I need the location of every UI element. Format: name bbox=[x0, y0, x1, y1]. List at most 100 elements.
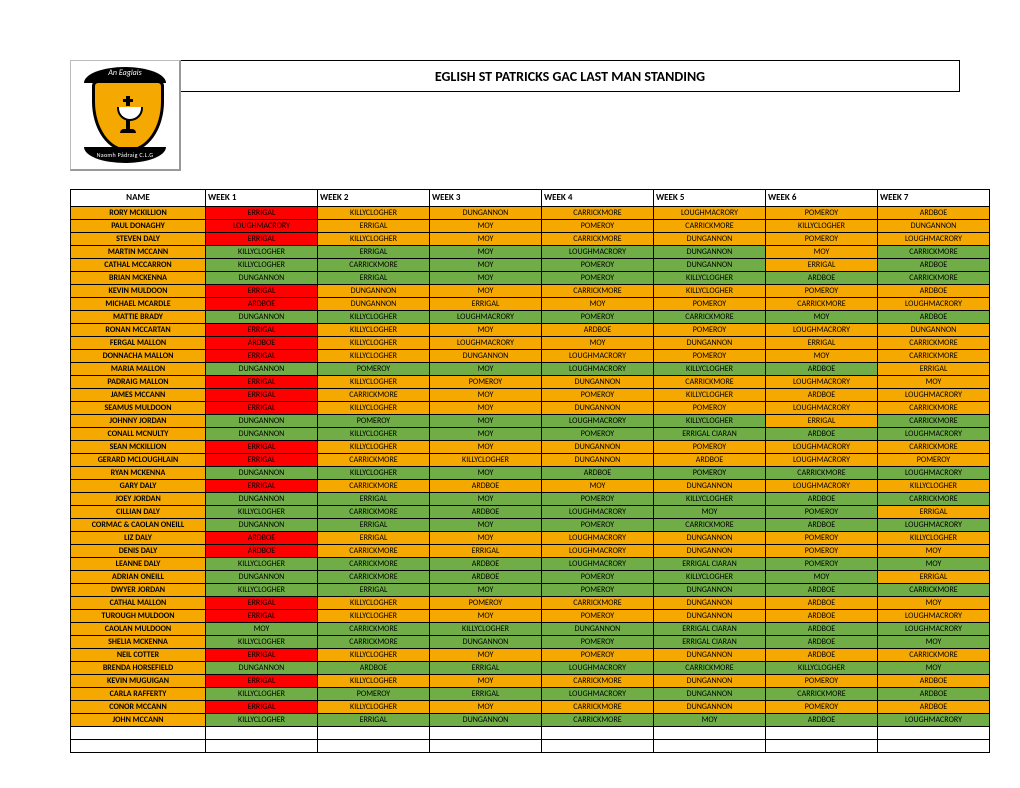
pick-cell: POMEROY bbox=[542, 584, 654, 597]
pick-cell: CARRICKMORE bbox=[654, 519, 766, 532]
pick-cell: CARRICKMORE bbox=[878, 493, 990, 506]
table-row-empty bbox=[71, 727, 990, 740]
pick-cell: MOY bbox=[654, 714, 766, 727]
table-row: DENIS DALYARDBOECARRICKMOREERRIGALLOUGHM… bbox=[71, 545, 990, 558]
player-name: PADRAIG MALLON bbox=[71, 376, 206, 389]
pick-cell: ARDBOE bbox=[766, 623, 878, 636]
pick-cell: POMEROY bbox=[654, 324, 766, 337]
pick-cell: KILLYCLOGHER bbox=[318, 701, 430, 714]
pick-cell: ERRIGAL bbox=[206, 376, 318, 389]
pick-cell: ERRIGAL CIARAN bbox=[654, 623, 766, 636]
table-row: CARLA RAFFERTYKILLYCLOGHERPOMEROYERRIGAL… bbox=[71, 688, 990, 701]
player-name: PAUL DONAGHY bbox=[71, 220, 206, 233]
pick-cell: CARRICKMORE bbox=[542, 675, 654, 688]
pick-cell: ARDBOE bbox=[878, 207, 990, 220]
pick-cell: CARRICKMORE bbox=[542, 714, 654, 727]
pick-cell: KILLYCLOGHER bbox=[318, 597, 430, 610]
pick-cell: KILLYCLOGHER bbox=[318, 233, 430, 246]
pick-cell: CARRICKMORE bbox=[318, 545, 430, 558]
pick-cell: CARRICKMORE bbox=[654, 662, 766, 675]
pick-cell: MOY bbox=[430, 324, 542, 337]
player-name: STEVEN DALY bbox=[71, 233, 206, 246]
club-crest: An Eaglais Naomh Pádraig C.L.G bbox=[70, 60, 181, 171]
pick-cell: MOY bbox=[878, 558, 990, 571]
pick-cell: POMEROY bbox=[766, 506, 878, 519]
pick-cell: CARRICKMORE bbox=[766, 688, 878, 701]
pick-cell: KILLYCLOGHER bbox=[318, 311, 430, 324]
table-row: JOEY JORDANDUNGANNONERRIGALMOYPOMEROYKIL… bbox=[71, 493, 990, 506]
pick-cell: POMEROY bbox=[430, 597, 542, 610]
pick-cell: KILLYCLOGHER bbox=[318, 324, 430, 337]
pick-cell: POMEROY bbox=[542, 272, 654, 285]
table-row: SEAMUS MULDOONERRIGALKILLYCLOGHERMOYDUNG… bbox=[71, 402, 990, 415]
pick-cell: MOY bbox=[430, 701, 542, 714]
pick-cell: ERRIGAL bbox=[206, 389, 318, 402]
player-name: MARIA MALLON bbox=[71, 363, 206, 376]
pick-cell: ARDBOE bbox=[766, 597, 878, 610]
pick-cell: ERRIGAL bbox=[766, 415, 878, 428]
table-row: DONNACHA MALLONERRIGALKILLYCLOGHERDUNGAN… bbox=[71, 350, 990, 363]
table-row: CAOLAN MULDOONMOYCARRICKMOREKILLYCLOGHER… bbox=[71, 623, 990, 636]
col-name: NAME bbox=[71, 190, 206, 207]
pick-cell: POMEROY bbox=[766, 532, 878, 545]
table-header-row: NAMEWEEK 1WEEK 2WEEK 3WEEK 4WEEK 5WEEK 6… bbox=[71, 190, 990, 207]
pick-cell: CARRICKMORE bbox=[878, 415, 990, 428]
player-name: DONNACHA MALLON bbox=[71, 350, 206, 363]
pick-cell: ARDBOE bbox=[206, 532, 318, 545]
pick-cell: MOY bbox=[430, 415, 542, 428]
pick-cell: ERRIGAL bbox=[206, 402, 318, 415]
pick-cell: LOUGHMACRORY bbox=[542, 415, 654, 428]
pick-cell: LOUGHMACRORY bbox=[654, 207, 766, 220]
pick-cell: POMEROY bbox=[542, 571, 654, 584]
pick-cell: ERRIGAL bbox=[206, 610, 318, 623]
pick-cell: CARRICKMORE bbox=[318, 506, 430, 519]
pick-cell: POMEROY bbox=[654, 467, 766, 480]
pick-cell: LOUGHMACRORY bbox=[542, 545, 654, 558]
pick-cell: CARRICKMORE bbox=[878, 350, 990, 363]
pick-cell: POMEROY bbox=[542, 259, 654, 272]
pick-cell: DUNGANNON bbox=[654, 259, 766, 272]
table-row: JOHNNY JORDANDUNGANNONPOMEROYMOYLOUGHMAC… bbox=[71, 415, 990, 428]
pick-cell: LOUGHMACRORY bbox=[878, 467, 990, 480]
pick-cell: POMEROY bbox=[542, 428, 654, 441]
pick-cell: ERRIGAL bbox=[430, 662, 542, 675]
table-row: FERGAL MALLONARDBOEKILLYCLOGHERLOUGHMACR… bbox=[71, 337, 990, 350]
player-name: GERARD MCLOUGHLAIN bbox=[71, 454, 206, 467]
pick-cell: LOUGHMACRORY bbox=[542, 662, 654, 675]
pick-cell: MOY bbox=[430, 389, 542, 402]
pick-cell: MOY bbox=[430, 363, 542, 376]
pick-cell: LOUGHMACRORY bbox=[878, 298, 990, 311]
pick-cell: ERRIGAL bbox=[206, 233, 318, 246]
pick-cell: ERRIGAL bbox=[206, 350, 318, 363]
pick-cell: DUNGANNON bbox=[318, 285, 430, 298]
pick-cell: DUNGANNON bbox=[430, 636, 542, 649]
table-row: ADRIAN ONEILLDUNGANNONCARRICKMOREARDBOEP… bbox=[71, 571, 990, 584]
pick-cell: CARRICKMORE bbox=[878, 402, 990, 415]
pick-cell: KILLYCLOGHER bbox=[654, 363, 766, 376]
table-row: TUROUGH MULDOONERRIGALKILLYCLOGHERMOYPOM… bbox=[71, 610, 990, 623]
table-row: MARIA MALLONDUNGANNONPOMEROYMOYLOUGHMACR… bbox=[71, 363, 990, 376]
player-name: JAMES MCCANN bbox=[71, 389, 206, 402]
player-name: MARTIN MCCANN bbox=[71, 246, 206, 259]
pick-cell: KILLYCLOGHER bbox=[654, 415, 766, 428]
player-name: RONAN MCCARTAN bbox=[71, 324, 206, 337]
pick-cell: CARRICKMORE bbox=[318, 623, 430, 636]
pick-cell: KILLYCLOGHER bbox=[766, 662, 878, 675]
pick-cell: MOY bbox=[430, 441, 542, 454]
player-name: FERGAL MALLON bbox=[71, 337, 206, 350]
pick-cell: LOUGHMACRORY bbox=[542, 363, 654, 376]
pick-cell: MOY bbox=[430, 259, 542, 272]
pick-cell: CARRICKMORE bbox=[878, 272, 990, 285]
pick-cell: DUNGANNON bbox=[654, 584, 766, 597]
pick-cell: LOUGHMACRORY bbox=[430, 311, 542, 324]
pick-cell: DUNGANNON bbox=[206, 415, 318, 428]
pick-cell: ERRIGAL bbox=[206, 454, 318, 467]
col-week: WEEK 4 bbox=[542, 190, 654, 207]
pick-cell: POMEROY bbox=[766, 558, 878, 571]
table-row: CATHAL MCCARRONKILLYCLOGHERCARRICKMOREMO… bbox=[71, 259, 990, 272]
player-name: BRIAN MCKENNA bbox=[71, 272, 206, 285]
pick-cell: ERRIGAL CIARAN bbox=[654, 558, 766, 571]
pick-cell: CARRICKMORE bbox=[542, 285, 654, 298]
col-week: WEEK 7 bbox=[878, 190, 990, 207]
pick-cell: LOUGHMACRORY bbox=[878, 623, 990, 636]
